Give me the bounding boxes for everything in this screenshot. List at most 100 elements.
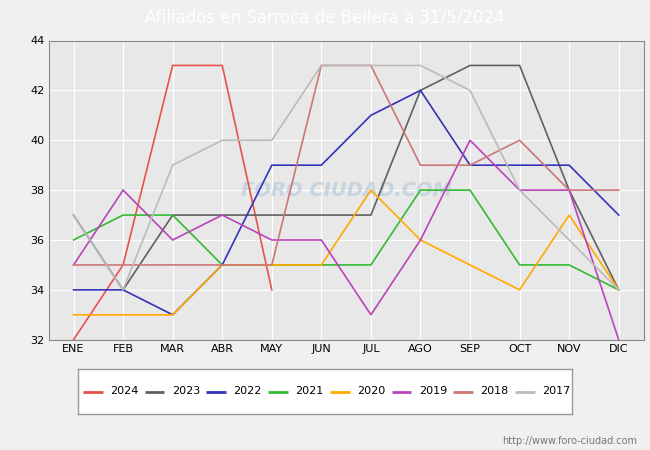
2017 xyxy=(268,138,276,143)
2021 xyxy=(367,262,375,268)
2020 xyxy=(615,287,623,292)
2019 xyxy=(218,212,226,218)
2023 xyxy=(218,212,226,218)
2019 xyxy=(515,187,523,193)
2017 xyxy=(367,63,375,68)
2019 xyxy=(317,237,325,243)
2024 xyxy=(169,63,177,68)
2023 xyxy=(268,212,276,218)
2019 xyxy=(70,262,77,268)
2019 xyxy=(119,187,127,193)
2023 xyxy=(515,63,523,68)
2021 xyxy=(70,237,77,243)
2023 xyxy=(169,212,177,218)
2017 xyxy=(218,138,226,143)
2021 xyxy=(515,262,523,268)
Text: 2017: 2017 xyxy=(542,387,571,396)
2018 xyxy=(119,262,127,268)
2021 xyxy=(615,287,623,292)
2022 xyxy=(169,312,177,318)
2023 xyxy=(615,287,623,292)
2017 xyxy=(515,187,523,193)
Line: 2019: 2019 xyxy=(73,140,619,340)
2022 xyxy=(615,212,623,218)
2018 xyxy=(515,138,523,143)
Text: http://www.foro-ciudad.com: http://www.foro-ciudad.com xyxy=(502,436,637,446)
2019 xyxy=(268,237,276,243)
2023 xyxy=(466,63,474,68)
Text: 2023: 2023 xyxy=(172,387,200,396)
2022 xyxy=(317,162,325,168)
2017 xyxy=(169,162,177,168)
2018 xyxy=(218,262,226,268)
2020 xyxy=(367,187,375,193)
2017 xyxy=(466,88,474,93)
2022 xyxy=(367,112,375,118)
2018 xyxy=(566,187,573,193)
2017 xyxy=(566,237,573,243)
2022 xyxy=(515,162,523,168)
Line: 2024: 2024 xyxy=(73,65,272,340)
2020 xyxy=(70,312,77,318)
2021 xyxy=(466,187,474,193)
2022 xyxy=(466,162,474,168)
Text: 2022: 2022 xyxy=(233,387,262,396)
Text: 2024: 2024 xyxy=(110,387,138,396)
2021 xyxy=(317,262,325,268)
Text: 2021: 2021 xyxy=(295,387,324,396)
Text: 2020: 2020 xyxy=(357,387,385,396)
2022 xyxy=(417,88,424,93)
2017 xyxy=(119,287,127,292)
2017 xyxy=(417,63,424,68)
2019 xyxy=(169,237,177,243)
2018 xyxy=(268,262,276,268)
Line: 2018: 2018 xyxy=(73,65,619,265)
2020 xyxy=(218,262,226,268)
Text: FORO CIUDAD.COM: FORO CIUDAD.COM xyxy=(240,180,452,200)
2020 xyxy=(317,262,325,268)
2022 xyxy=(70,287,77,292)
2018 xyxy=(367,63,375,68)
2021 xyxy=(119,212,127,218)
2019 xyxy=(466,138,474,143)
Line: 2022: 2022 xyxy=(73,90,619,315)
2023 xyxy=(566,187,573,193)
2020 xyxy=(169,312,177,318)
2020 xyxy=(417,237,424,243)
Text: 2019: 2019 xyxy=(419,387,447,396)
2018 xyxy=(615,187,623,193)
2020 xyxy=(515,287,523,292)
2024 xyxy=(268,287,276,292)
2021 xyxy=(566,262,573,268)
Line: 2021: 2021 xyxy=(73,190,619,290)
2017 xyxy=(317,63,325,68)
2024 xyxy=(70,337,77,342)
2019 xyxy=(367,312,375,318)
2022 xyxy=(218,262,226,268)
Text: 2018: 2018 xyxy=(480,387,509,396)
2023 xyxy=(119,287,127,292)
2019 xyxy=(417,237,424,243)
2022 xyxy=(268,162,276,168)
Line: 2017: 2017 xyxy=(73,65,619,290)
Text: Afiliados en Sarroca de Bellera a 31/5/2024: Afiliados en Sarroca de Bellera a 31/5/2… xyxy=(145,9,505,27)
Line: 2020: 2020 xyxy=(73,190,619,315)
2019 xyxy=(615,337,623,342)
2022 xyxy=(119,287,127,292)
2023 xyxy=(70,212,77,218)
2018 xyxy=(70,262,77,268)
2023 xyxy=(367,212,375,218)
2019 xyxy=(566,187,573,193)
2020 xyxy=(466,262,474,268)
2020 xyxy=(119,312,127,318)
2023 xyxy=(317,212,325,218)
2024 xyxy=(119,262,127,268)
2021 xyxy=(268,262,276,268)
2023 xyxy=(417,88,424,93)
2017 xyxy=(70,212,77,218)
2022 xyxy=(566,162,573,168)
2018 xyxy=(417,162,424,168)
Line: 2023: 2023 xyxy=(73,65,619,290)
2018 xyxy=(317,63,325,68)
2020 xyxy=(268,262,276,268)
